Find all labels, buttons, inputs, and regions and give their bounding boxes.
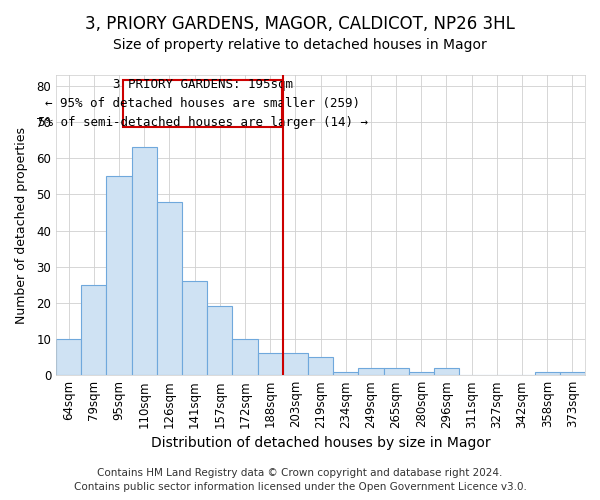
Bar xyxy=(409,372,434,375)
Bar xyxy=(232,339,257,375)
Text: Size of property relative to detached houses in Magor: Size of property relative to detached ho… xyxy=(113,38,487,52)
Bar xyxy=(560,372,585,375)
Bar xyxy=(56,339,81,375)
Text: 3 PRIORY GARDENS: 195sqm
← 95% of detached houses are smaller (259)
5% of semi-d: 3 PRIORY GARDENS: 195sqm ← 95% of detach… xyxy=(38,78,368,130)
Bar xyxy=(383,368,409,375)
Bar xyxy=(535,372,560,375)
Bar xyxy=(131,148,157,375)
Bar xyxy=(81,285,106,375)
Bar xyxy=(308,357,333,375)
Bar xyxy=(434,368,459,375)
Bar xyxy=(283,354,308,375)
Text: Contains HM Land Registry data © Crown copyright and database right 2024.
Contai: Contains HM Land Registry data © Crown c… xyxy=(74,468,526,492)
Bar xyxy=(333,372,358,375)
Y-axis label: Number of detached properties: Number of detached properties xyxy=(15,126,28,324)
FancyBboxPatch shape xyxy=(123,80,282,128)
X-axis label: Distribution of detached houses by size in Magor: Distribution of detached houses by size … xyxy=(151,436,490,450)
Bar xyxy=(182,281,207,375)
Bar xyxy=(358,368,383,375)
Bar xyxy=(106,176,131,375)
Text: 3, PRIORY GARDENS, MAGOR, CALDICOT, NP26 3HL: 3, PRIORY GARDENS, MAGOR, CALDICOT, NP26… xyxy=(85,15,515,33)
Bar xyxy=(157,202,182,375)
Bar xyxy=(257,354,283,375)
Bar xyxy=(207,306,232,375)
